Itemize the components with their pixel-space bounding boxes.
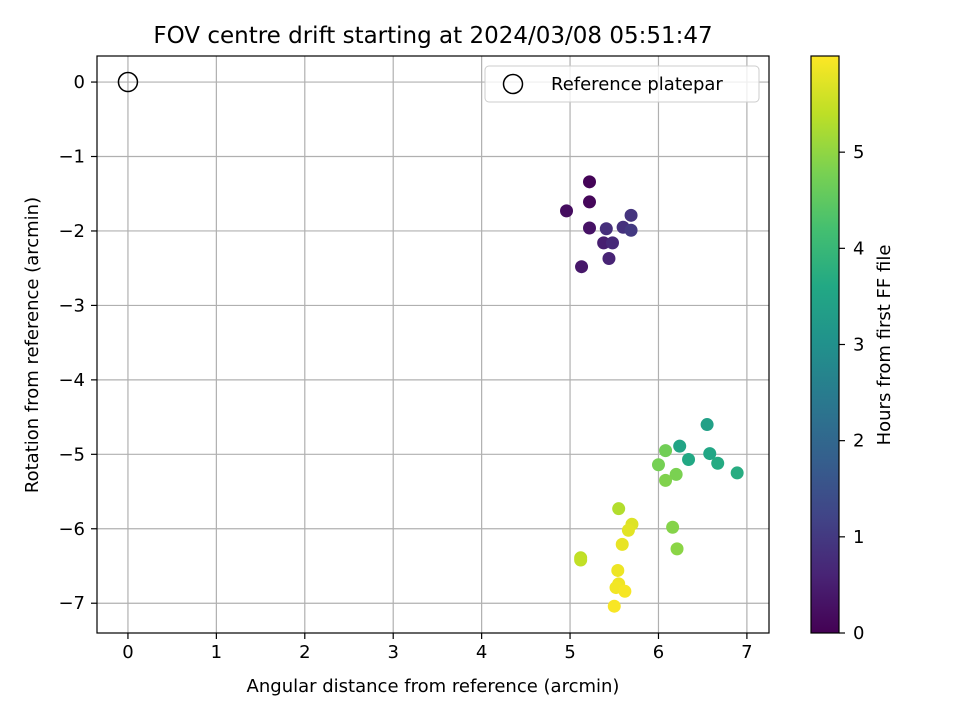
data-point: [583, 175, 597, 189]
colorbar-tick-label: 0: [853, 623, 864, 644]
y-tick-label: −5: [58, 444, 85, 465]
x-axis-label: Angular distance from reference (arcmin): [247, 676, 620, 697]
data-point: [599, 222, 613, 236]
data-point: [605, 236, 619, 250]
data-point: [730, 466, 744, 480]
data-point: [659, 444, 673, 458]
data-point: [700, 418, 714, 432]
legend-entry-reference: Reference platepar: [551, 74, 723, 95]
x-tick-label: 5: [564, 642, 575, 663]
reference-marker-group: [117, 71, 139, 93]
x-tick-label: 3: [387, 642, 398, 663]
colorbar-label: Hours from first FF file: [874, 245, 895, 446]
data-point: [574, 553, 588, 567]
x-tick-label: 7: [741, 642, 752, 663]
y-tick-label: −2: [58, 221, 85, 242]
data-point: [703, 447, 717, 461]
colorbar-tick-label: 4: [853, 238, 864, 259]
data-point: [560, 204, 574, 218]
colorbar: 0 1 2 3 4 5 Hours from first FF file: [810, 55, 895, 644]
data-point: [669, 467, 683, 481]
data-point: [602, 252, 616, 266]
data-point: [673, 439, 687, 453]
data-point: [624, 208, 638, 222]
x-tick-label: 0: [122, 642, 133, 663]
y-tick-label: −1: [58, 147, 85, 168]
data-point: [612, 502, 626, 516]
colorbar-tick-label: 2: [853, 431, 864, 452]
colorbar-ticks: 0 1 2 3 4 5: [839, 142, 864, 644]
data-point: [711, 456, 725, 470]
data-point: [651, 458, 665, 472]
plot-area-frame: [96, 55, 770, 634]
data-point: [583, 195, 597, 209]
grid-lines: [97, 56, 769, 633]
data-point: [583, 221, 597, 235]
colorbar-tick-label: 3: [853, 335, 864, 356]
y-ticks: 0 −1 −2 −3 −4 −5 −6 −7: [58, 72, 97, 614]
data-points: [560, 175, 744, 613]
data-point: [618, 584, 632, 598]
data-point: [670, 542, 684, 556]
data-point: [666, 520, 680, 534]
data-point: [607, 599, 621, 613]
data-point: [624, 223, 638, 237]
y-tick-label: 0: [74, 72, 85, 93]
x-tick-label: 1: [211, 642, 222, 663]
data-point: [611, 563, 625, 577]
x-tick-label: 6: [653, 642, 664, 663]
y-tick-label: −3: [58, 295, 85, 316]
data-point: [575, 260, 589, 274]
data-point: [621, 523, 635, 537]
legend: Reference platepar: [484, 65, 760, 103]
x-ticks: 0 1 2 3 4 5 6 7: [122, 633, 753, 663]
data-point: [659, 473, 673, 487]
colorbar-tick-label: 1: [853, 527, 864, 548]
colorbar-tick-label: 5: [853, 142, 864, 163]
data-point: [682, 453, 696, 467]
colorbar-gradient: [810, 55, 840, 634]
legend-box: [484, 65, 760, 103]
y-tick-label: −4: [58, 370, 85, 391]
data-point: [615, 537, 629, 551]
x-tick-label: 2: [299, 642, 310, 663]
legend-marker-icon: [502, 73, 524, 95]
x-tick-label: 4: [476, 642, 487, 663]
reference-platepar-marker: [117, 71, 139, 93]
y-tick-label: −7: [58, 593, 85, 614]
chart-title: FOV centre drift starting at 2024/03/08 …: [153, 23, 712, 49]
y-tick-label: −6: [58, 519, 85, 540]
y-axis-label: Rotation from reference (arcmin): [22, 197, 43, 493]
